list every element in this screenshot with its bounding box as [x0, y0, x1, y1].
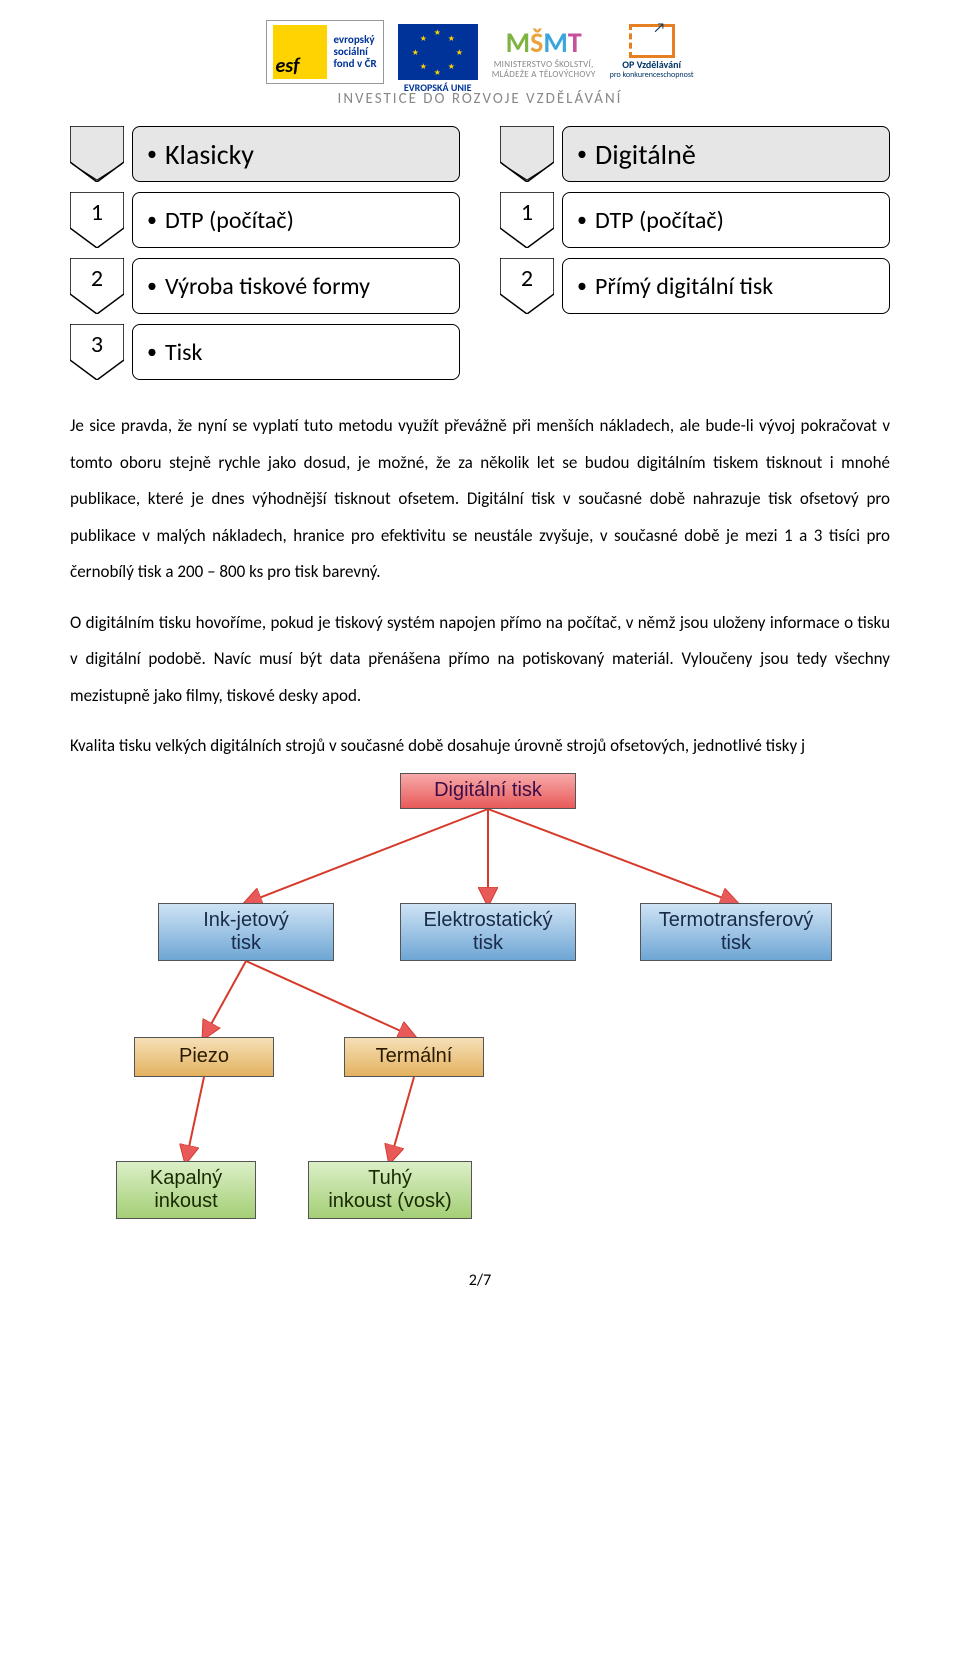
esf-acronym: esf [273, 57, 327, 75]
opvk-logo: ↗ OP Vzdělávání pro konkurenceschopnost [610, 24, 694, 80]
esf-logo: esf evropský sociální fond v ČR [266, 20, 383, 84]
flow-node-elec: Elektrostatický tisk [400, 903, 576, 961]
process-right-step-1-box: •DTP (počítač) [562, 192, 890, 248]
process-diagrams: •Klasicky 1 •DTP (počítač) 2 •Výroba tis… [70, 126, 890, 390]
opvk-sub: pro konkurenceschopnost [610, 70, 694, 80]
flow-node-root: Digitální tisk [400, 773, 576, 809]
process-left-step-1-label: DTP (počítač) [165, 206, 294, 235]
msmt-logo: MŠMT MINISTERSTVO ŠKOLSTVÍ, MLÁDEŽE A TĚ… [492, 25, 596, 80]
process-right-step-1: 1 •DTP (počítač) [500, 192, 890, 248]
msmt-line2: MLÁDEŽE A TĚLOVÝCHOVY [492, 70, 596, 80]
opvk-icon: ↗ [629, 24, 675, 58]
flow-node-kap: Kapalný inkoust [116, 1161, 256, 1219]
process-left-head: •Klasicky [70, 126, 460, 182]
chevron-icon: 1 [70, 192, 124, 248]
flow-node-ink: Ink-jetový tisk [158, 903, 334, 961]
process-right-step-2: 2 •Přímý digitální tisk [500, 258, 890, 314]
chevron-head-icon [500, 126, 554, 182]
process-left-step-3: 3 •Tisk [70, 324, 460, 380]
process-right-head: •Digitálně [500, 126, 890, 182]
chevron-icon: 2 [70, 258, 124, 314]
chevron-number: 2 [70, 264, 124, 293]
chevron-number: 2 [500, 264, 554, 293]
chevron-number: 1 [500, 198, 554, 227]
flow-node-piezo: Piezo [134, 1037, 274, 1077]
process-left-step-1-box: •DTP (počítač) [132, 192, 460, 248]
process-left-step-3-label: Tisk [165, 338, 203, 367]
msmt-icon: MŠMT [492, 25, 596, 60]
chevron-icon: 2 [500, 258, 554, 314]
process-left-head-box: •Klasicky [132, 126, 460, 182]
process-right-head-box: •Digitálně [562, 126, 890, 182]
header-logo-row: esf evropský sociální fond v ČR ★ ★ ★ ★ … [70, 20, 890, 84]
process-left: •Klasicky 1 •DTP (počítač) 2 •Výroba tis… [70, 126, 460, 390]
process-left-head-label: Klasicky [165, 137, 254, 172]
opvk-title: OP Vzdělávání [610, 60, 694, 70]
process-left-step-2-box: •Výroba tiskové formy [132, 258, 460, 314]
eu-flag-icon: ★ ★ ★ ★ ★ ★ ★ ★ [398, 24, 478, 80]
esf-sidetext: evropský sociální fond v ČR [333, 34, 376, 70]
process-left-step-2: 2 •Výroba tiskové formy [70, 258, 460, 314]
process-left-step-3-box: •Tisk [132, 324, 460, 380]
process-right-step-1-label: DTP (počítač) [595, 206, 724, 235]
eu-label: EVROPSKÁ UNIE [398, 81, 478, 94]
process-left-step-1: 1 •DTP (počítač) [70, 192, 460, 248]
process-left-step-2-label: Výroba tiskové formy [165, 272, 370, 301]
process-right-step-2-box: •Přímý digitální tisk [562, 258, 890, 314]
eu-logo: ★ ★ ★ ★ ★ ★ ★ ★ EVROPSKÁ UNIE [398, 24, 478, 80]
chevron-number: 3 [70, 330, 124, 359]
header-slogan: INVESTICE DO ROZVOJE VZDĚLÁVÁNÍ [70, 90, 890, 108]
paragraph-3: Kvalita tisku velkých digitálních strojů… [70, 728, 890, 765]
flow-node-termal: Termální [344, 1037, 484, 1077]
chevron-number: 1 [70, 198, 124, 227]
process-right-head-label: Digitálně [595, 137, 696, 172]
flow-node-tuhy: Tuhý inkoust (vosk) [308, 1161, 472, 1219]
flowchart: Digitální tisk Ink-jetový tisk Elektrostat… [110, 773, 850, 1243]
page-number: 2/7 [70, 1271, 890, 1290]
esf-icon: esf [273, 25, 327, 79]
chevron-icon: 3 [70, 324, 124, 380]
chevron-icon: 1 [500, 192, 554, 248]
process-right: •Digitálně 1 •DTP (počítač) 2 •Přímý dig… [500, 126, 890, 390]
flow-node-termo: Termotransferový tisk [640, 903, 832, 961]
chevron-head-icon [70, 126, 124, 182]
process-right-step-2-label: Přímý digitální tisk [595, 272, 773, 301]
paragraph-2: O digitálním tisku hovoříme, pokud je ti… [70, 605, 890, 715]
paragraph-1: Je sice pravda, že nyní se vyplatí tuto … [70, 408, 890, 591]
